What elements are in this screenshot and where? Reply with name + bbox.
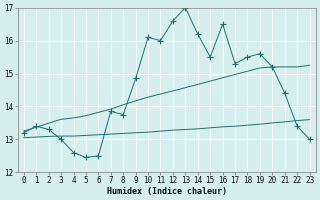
X-axis label: Humidex (Indice chaleur): Humidex (Indice chaleur): [107, 187, 227, 196]
